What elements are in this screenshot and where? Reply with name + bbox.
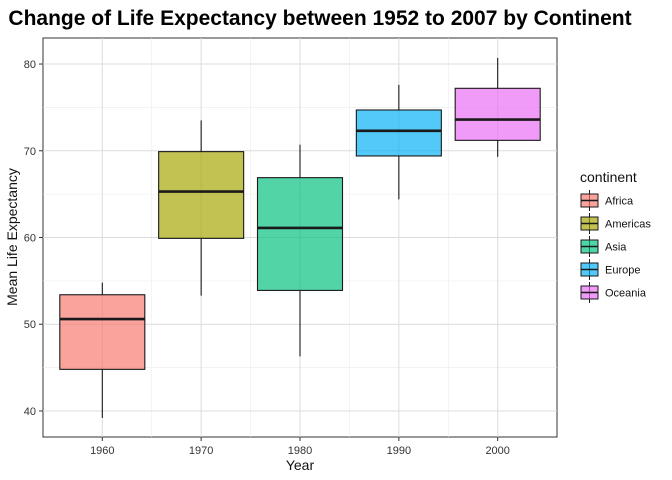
y-tick-label: 50 bbox=[24, 319, 36, 331]
x-tick-label: 1960 bbox=[90, 445, 114, 457]
legend-item-oceania: Oceania bbox=[580, 282, 647, 303]
chart-title: Change of Life Expectancy between 1952 t… bbox=[8, 7, 631, 30]
box-europe bbox=[355, 84, 442, 200]
box-americas bbox=[158, 120, 245, 296]
legend-label-africa: Africa bbox=[605, 196, 634, 208]
legend-label-asia: Asia bbox=[605, 242, 627, 254]
legend-label-americas: Americas bbox=[605, 219, 651, 231]
box-body-africa bbox=[59, 294, 146, 370]
x-tick-label: 1990 bbox=[387, 445, 411, 457]
box-africa bbox=[59, 282, 146, 418]
legend-label-oceania: Oceania bbox=[605, 288, 647, 300]
y-tick-label: 70 bbox=[24, 146, 36, 158]
y-tick-label: 60 bbox=[24, 233, 36, 245]
legend-label-europe: Europe bbox=[605, 265, 640, 277]
legend-title: continent bbox=[580, 169, 637, 185]
x-tick-label: 1970 bbox=[189, 445, 213, 457]
box-oceania bbox=[454, 57, 541, 157]
x-axis-title: Year bbox=[286, 457, 315, 473]
x-axis-ticks: 1960 1970 1980 1990 2000 bbox=[90, 437, 510, 457]
legend-item-africa: Africa bbox=[580, 190, 634, 211]
y-axis-ticks: 40 50 60 70 80 bbox=[24, 59, 43, 418]
legend-item-americas: Americas bbox=[580, 213, 651, 234]
box-asia bbox=[256, 144, 344, 357]
y-tick-label: 80 bbox=[24, 59, 36, 71]
y-axis-title: Mean Life Expectancy bbox=[4, 168, 20, 306]
box-body-europe bbox=[355, 109, 442, 157]
box-body-americas bbox=[158, 151, 245, 239]
x-tick-label: 2000 bbox=[485, 445, 509, 457]
boxes bbox=[59, 57, 541, 418]
box-body-oceania bbox=[454, 87, 541, 141]
y-tick-label: 40 bbox=[24, 406, 36, 418]
legend-item-europe: Europe bbox=[580, 259, 640, 280]
legend: continent Africa Americas Asia Europe Oceani… bbox=[580, 169, 651, 303]
box-body-asia bbox=[256, 177, 344, 291]
x-tick-label: 1980 bbox=[288, 445, 312, 457]
legend-item-asia: Asia bbox=[580, 236, 627, 257]
